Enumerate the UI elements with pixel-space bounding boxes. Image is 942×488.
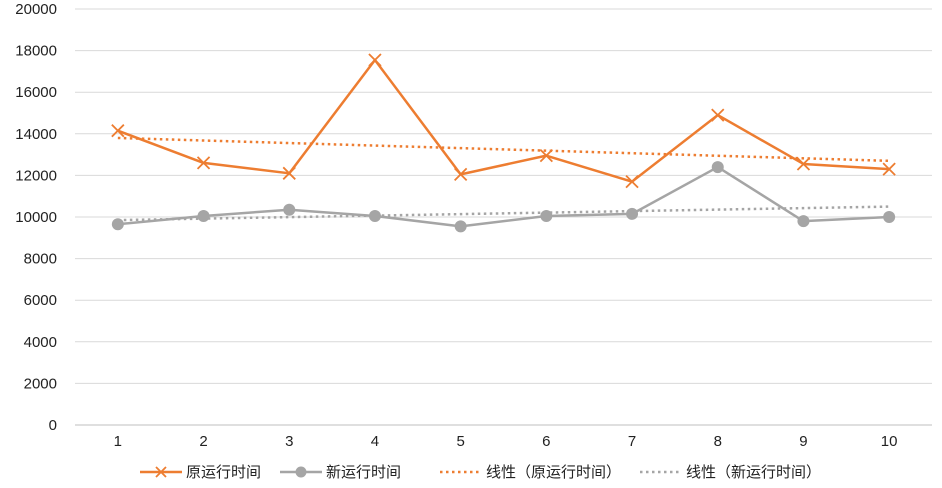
series-2-point-8 xyxy=(711,161,724,174)
x-tick-label-5: 5 xyxy=(456,433,464,450)
series-1-point-5 xyxy=(454,167,468,181)
y-tick-label-2000: 2000 xyxy=(24,375,57,392)
x-tick-label-6: 6 xyxy=(542,433,550,450)
series-2-point-7 xyxy=(626,207,639,220)
series-1-point-8 xyxy=(711,108,725,122)
series-1-point-2 xyxy=(196,156,211,170)
series-1-point-4 xyxy=(368,53,382,67)
legend-entry-1: 原运行时间 xyxy=(140,463,261,481)
series-line-2 xyxy=(117,165,890,228)
x-tick-label-3: 3 xyxy=(285,433,293,450)
data-series xyxy=(111,53,896,233)
legend-marker-2 xyxy=(295,466,307,478)
legend: 原运行时间 新运行时间 线性（原运行时间） 线性（新运行时间） xyxy=(140,463,821,481)
trendline-1 xyxy=(117,136,890,163)
x-tick-label-9: 9 xyxy=(799,433,807,450)
series-1-point-7 xyxy=(625,175,639,189)
y-tick-label-12000: 12000 xyxy=(15,167,57,184)
x-tick-label-4: 4 xyxy=(371,433,379,450)
series-2-point-5 xyxy=(454,220,467,233)
legend-entry-4: 线性（新运行时间） xyxy=(640,463,821,481)
series-1-point-10 xyxy=(882,162,896,176)
y-tick-label-4000: 4000 xyxy=(24,334,57,351)
y-tick-label-20000: 20000 xyxy=(15,1,57,18)
series-1-point-3 xyxy=(282,166,296,180)
series-1-point-9 xyxy=(796,157,811,171)
x-tick-label-10: 10 xyxy=(881,433,898,450)
x-axis-tick-labels: 1 2 3 4 5 6 7 8 9 10 xyxy=(114,433,898,450)
y-tick-label-8000: 8000 xyxy=(24,251,57,268)
y-tick-label-6000: 6000 xyxy=(24,292,57,309)
legend-marker-1 xyxy=(155,466,167,478)
y-tick-label-18000: 18000 xyxy=(15,43,57,60)
legend-label-4: 线性（新运行时间） xyxy=(686,463,821,481)
trendline-2 xyxy=(117,205,890,222)
x-tick-label-1: 1 xyxy=(114,433,122,450)
x-tick-label-2: 2 xyxy=(199,433,207,450)
series-2-point-1 xyxy=(111,218,124,231)
series-1-point-6 xyxy=(539,149,553,163)
y-tick-label-0: 0 xyxy=(49,417,57,434)
legend-label-2: 新运行时间 xyxy=(326,463,401,481)
series-2-point-6 xyxy=(540,209,553,222)
series-1-point-1 xyxy=(111,124,125,138)
gridlines xyxy=(75,8,932,384)
series-2-point-9 xyxy=(797,215,810,228)
series-2-point-10 xyxy=(883,211,896,223)
legend-entry-2: 新运行时间 xyxy=(280,463,401,481)
y-tick-label-14000: 14000 xyxy=(15,126,57,143)
series-2-point-3 xyxy=(283,203,296,216)
y-axis-tick-labels: 0 2000 4000 6000 8000 10000 12000 14000 16000 180… xyxy=(15,1,57,434)
x-tick-label-8: 8 xyxy=(714,433,722,450)
legend-entry-3: 线性（原运行时间） xyxy=(440,463,621,481)
trendlines xyxy=(117,136,890,222)
x-tick-label-7: 7 xyxy=(628,433,636,450)
legend-label-1: 原运行时间 xyxy=(186,463,261,481)
y-tick-label-10000: 10000 xyxy=(15,209,57,226)
y-tick-label-16000: 16000 xyxy=(15,84,57,101)
series-line-1 xyxy=(117,58,890,183)
series-2-point-2 xyxy=(197,209,210,222)
legend-label-3: 线性（原运行时间） xyxy=(486,463,621,481)
series-2-point-4 xyxy=(368,209,381,222)
